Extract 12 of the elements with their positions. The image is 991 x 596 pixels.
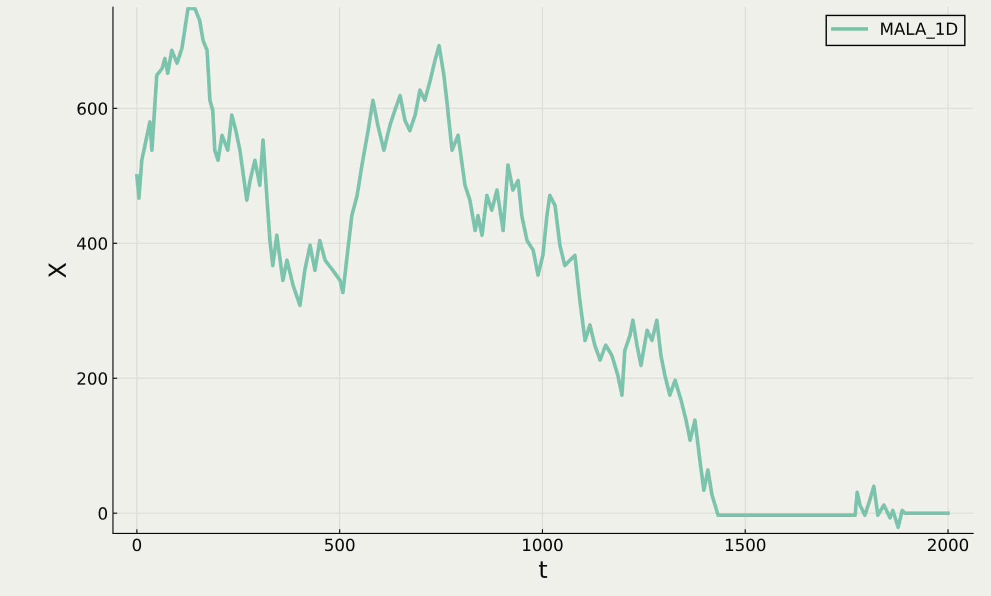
x-tick-label: 1500 — [726, 538, 766, 552]
y-tick-label: 0 — [98, 507, 108, 520]
x-tick-label: 1000 — [523, 538, 563, 552]
y-tick-label: 400 — [77, 237, 108, 250]
y-tick-label: 600 — [77, 102, 108, 115]
legend-label: MALA_1D — [881, 22, 958, 39]
x-axis-title: t — [539, 561, 548, 578]
x-tick-label: 2000 — [928, 538, 968, 552]
x-tick-label: 0 — [132, 538, 142, 552]
x-tick-label: 500 — [325, 538, 354, 552]
y-axis-title: X — [48, 262, 66, 278]
y-tick-label: 200 — [78, 372, 108, 385]
